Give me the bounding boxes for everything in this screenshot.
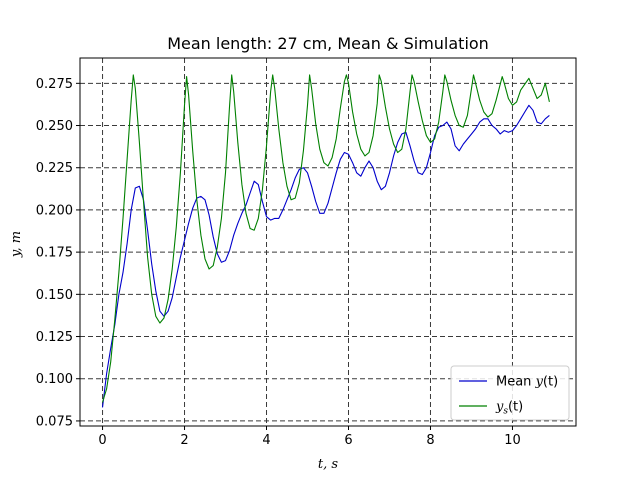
legend-label-2: ys(t)	[495, 400, 523, 417]
legend-label-variable: y	[535, 375, 544, 390]
x-axis-title: t, s	[318, 457, 338, 472]
y-tick-label: 0.225	[36, 161, 73, 176]
legend-label-1: Mean y(t)	[496, 375, 558, 390]
y-tick-label: 0.275	[36, 77, 73, 92]
y-axis-title: y, m	[9, 231, 24, 258]
y-tick-label: 0.150	[36, 288, 73, 303]
x-tick-label: 6	[344, 433, 352, 448]
series-line-2	[101, 74, 550, 403]
grid-lines	[80, 58, 576, 426]
legend-label-text: Mean	[496, 375, 536, 390]
plot-area	[80, 58, 576, 426]
x-tick-label: 8	[426, 433, 434, 448]
x-tick-label: 2	[180, 433, 188, 448]
plot-frame	[79, 57, 577, 427]
chart-title: Mean length: 27 cm, Mean & Simulation	[167, 34, 489, 53]
x-tick-label: 4	[262, 433, 270, 448]
legend-label-argument: (t)	[508, 400, 523, 415]
x-tick-label: 10	[504, 433, 521, 448]
series-line-1	[101, 104, 550, 408]
y-tick-label: 0.100	[36, 372, 73, 387]
legend-label-variable: y	[495, 400, 504, 415]
y-tick-label: 0.175	[36, 246, 73, 261]
legend-label-argument: (t)	[543, 375, 558, 390]
y-axis: 0.075 0.100 0.125 0.150 0.175 0.200 0.225 0.250…	[36, 77, 80, 429]
legend-label-subscript: s	[503, 407, 508, 417]
legend: Mean y(t)ys(t)	[450, 365, 570, 421]
y-tick-label: 0.200	[36, 203, 73, 218]
y-tick-label: 0.125	[36, 330, 73, 345]
x-tick-label: 0	[98, 433, 106, 448]
x-axis: 0 2 4 6 8 10	[98, 426, 521, 448]
series-layer	[101, 74, 550, 408]
y-tick-label: 0.075	[36, 414, 73, 429]
y-tick-label: 0.250	[36, 119, 73, 134]
